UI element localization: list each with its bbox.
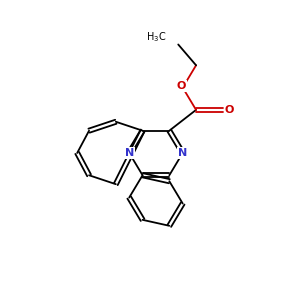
Text: H$_3$C: H$_3$C bbox=[146, 30, 166, 44]
Text: O: O bbox=[176, 81, 186, 91]
Text: N: N bbox=[178, 148, 187, 158]
Text: O: O bbox=[225, 105, 234, 115]
Text: N: N bbox=[124, 148, 134, 158]
